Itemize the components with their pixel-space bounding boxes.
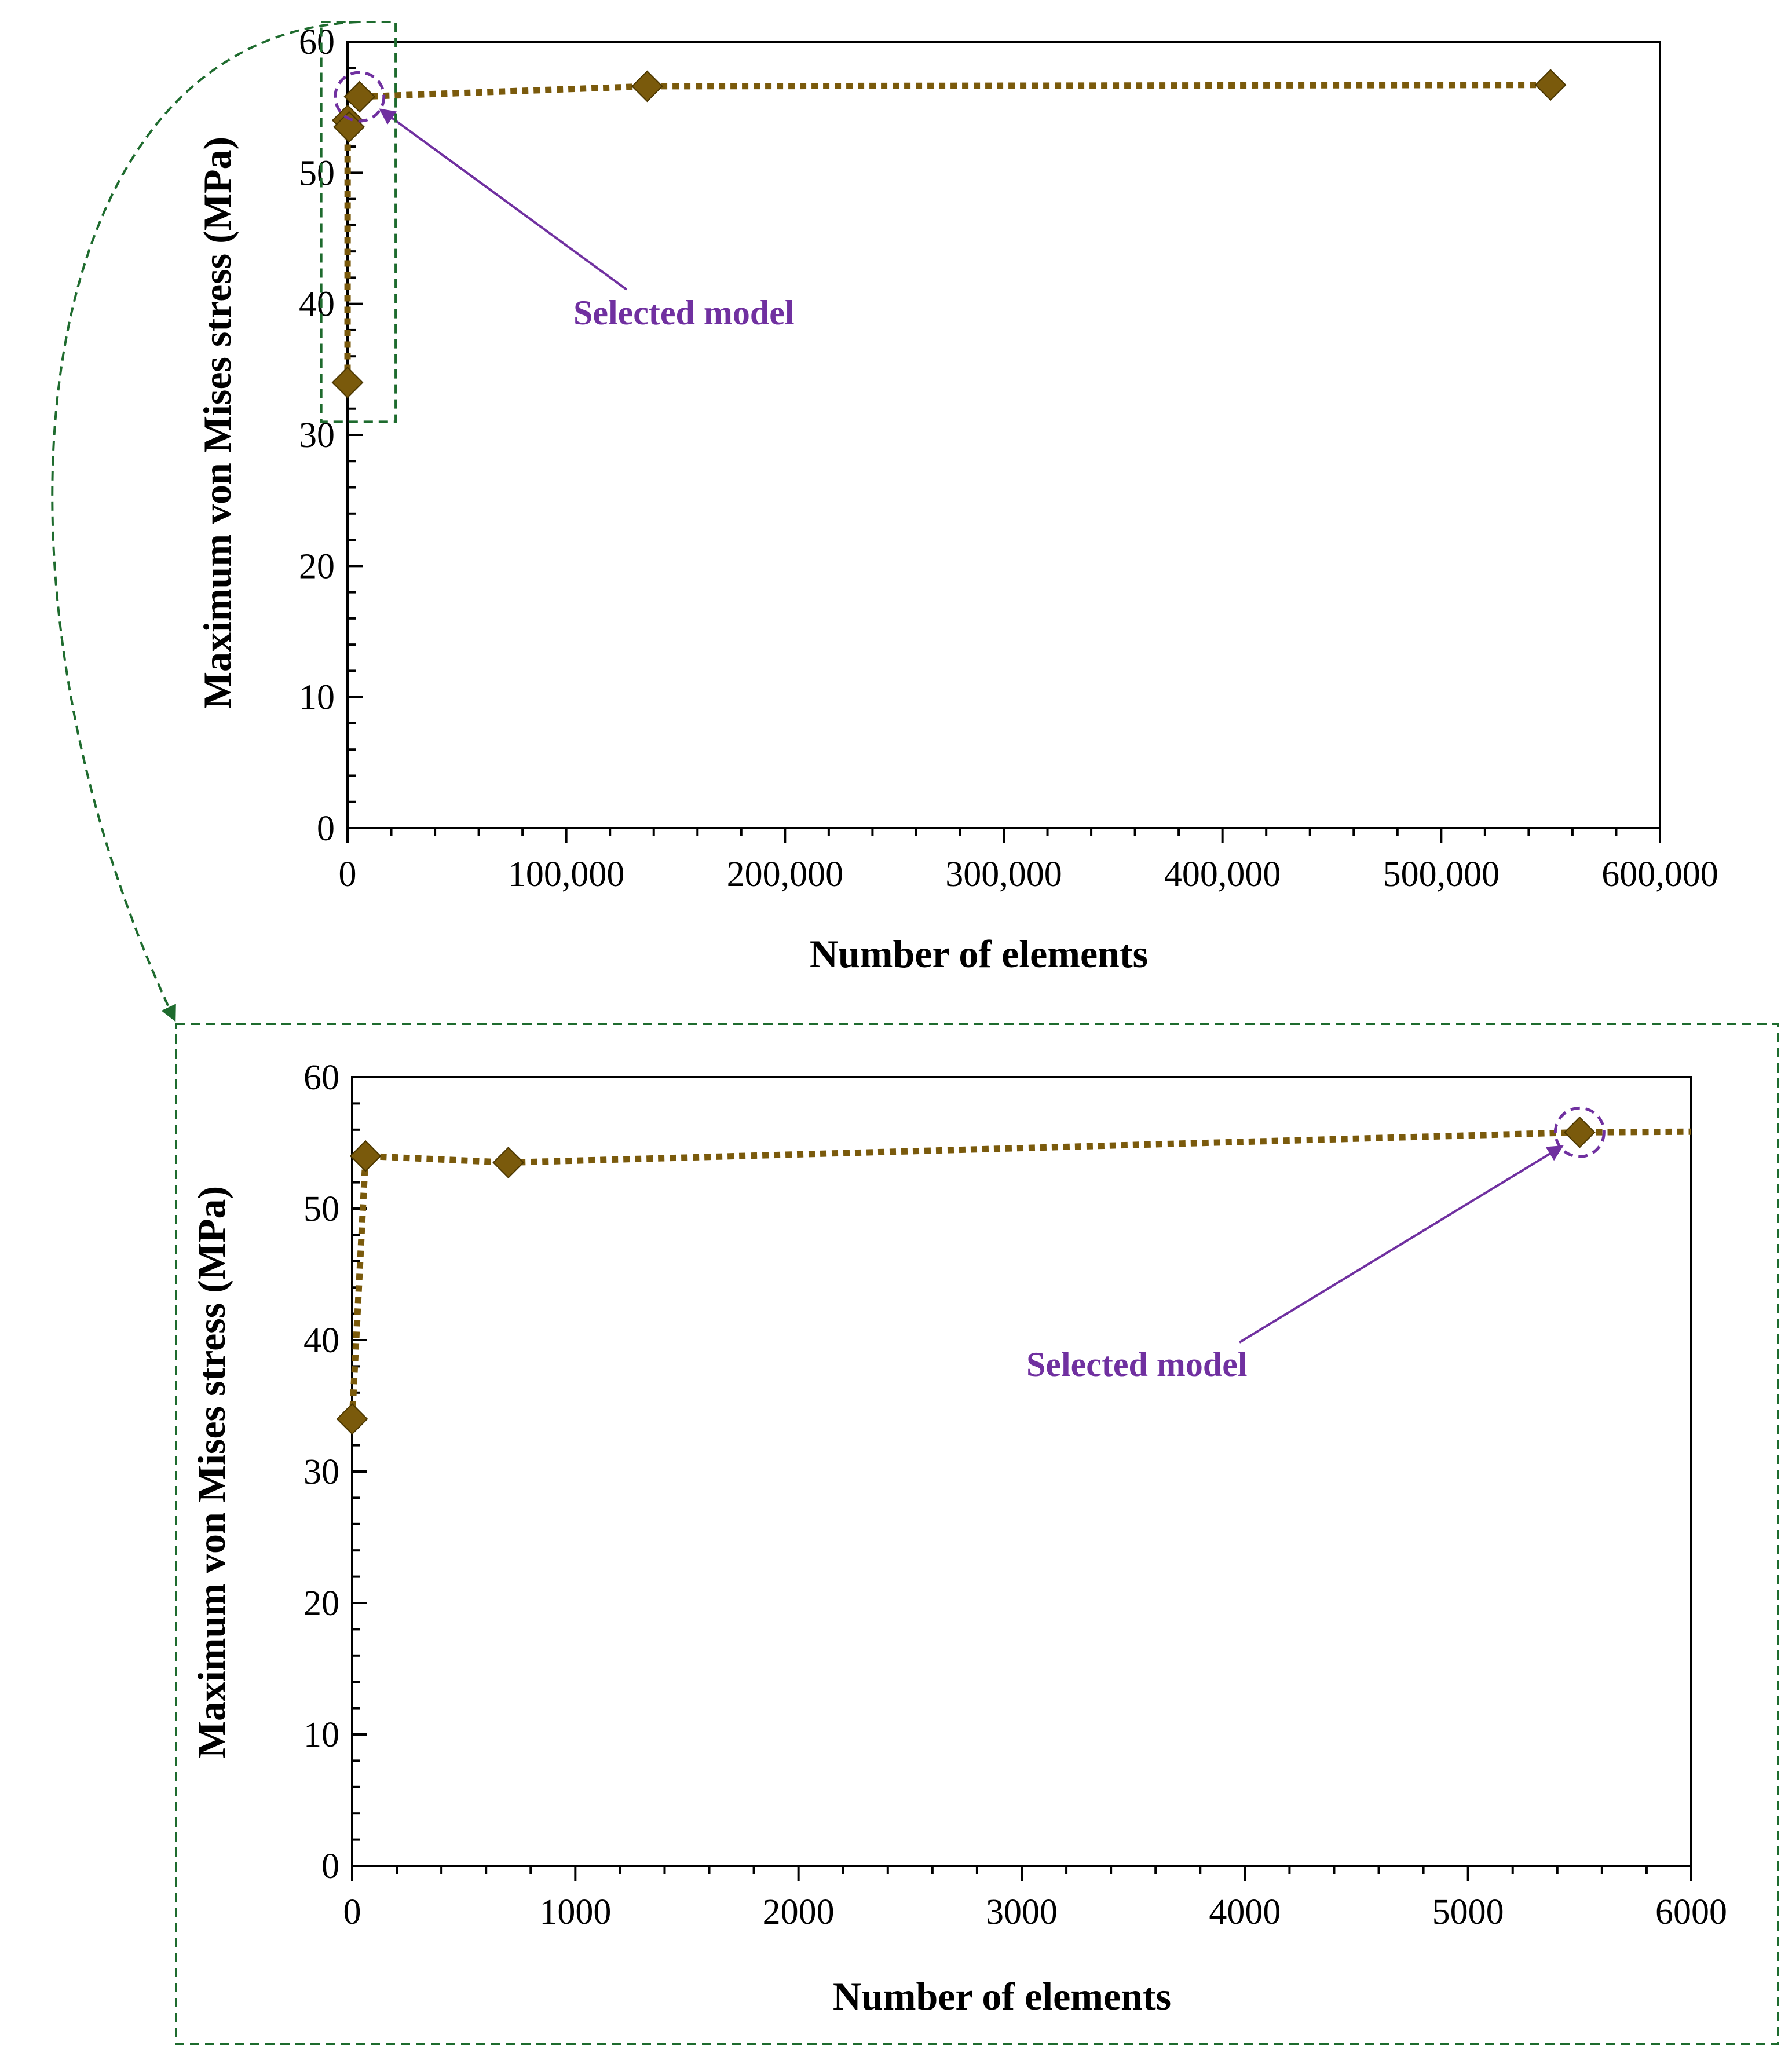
data-series [331, 69, 1567, 398]
x-tick-label: 400,000 [1164, 855, 1281, 894]
series-line [349, 1128, 1692, 1419]
y-tick-label: 30 [299, 416, 335, 455]
annotation-label: Selected model [573, 294, 795, 332]
annotation-group: Selected model [1026, 1106, 1606, 1383]
x-tick-label: 500,000 [1383, 855, 1500, 894]
y-tick-label: 40 [303, 1321, 339, 1360]
y-tick-label: 60 [299, 23, 335, 62]
data-point-marker [349, 1140, 382, 1172]
x-tick-label: 3000 [986, 1893, 1058, 1932]
annotation-label: Selected model [1026, 1345, 1248, 1383]
data-point-marker [336, 1403, 368, 1435]
y-tick-label: 0 [321, 1847, 339, 1886]
axes: 0 10 20 30 40 50 60 0 1000 2000 3000 4000 5000 6000 [303, 1058, 1727, 1932]
y-tick-label: 20 [303, 1584, 339, 1623]
annotation-arrow [379, 108, 628, 291]
plot-area-frame [351, 1076, 1692, 1867]
data-point-marker [331, 367, 364, 398]
data-point-marker [492, 1147, 525, 1178]
inset-frame [175, 1023, 1779, 2045]
y-tick-label: 50 [303, 1189, 339, 1229]
y-tick-label: 60 [303, 1058, 339, 1097]
top-chart: 0 10 20 30 40 50 60 0 100,000 200,000 300,000 400,0… [195, 23, 1718, 976]
x-tick-label: 100,000 [508, 855, 625, 894]
zoom-connector-arrow [51, 21, 359, 1022]
x-tick-label: 6000 [1655, 1893, 1727, 1932]
y-axis-title: Maximum von Mises stress (MPa) [189, 1186, 233, 1758]
axes: 0 10 20 30 40 50 60 0 100,000 200,000 300,000 400,0… [299, 23, 1718, 894]
series-line [344, 82, 1551, 383]
y-tick-label: 10 [303, 1715, 339, 1755]
selected-model-highlight-circle [334, 71, 386, 123]
y-tick-label: 30 [303, 1452, 339, 1492]
x-tick-label: 300,000 [945, 855, 1062, 894]
y-axis-title: Maximum von Mises stress (MPa) [195, 137, 239, 709]
data-point-marker [1563, 1116, 1596, 1148]
x-tick-label: 1000 [539, 1893, 611, 1932]
x-tick-label: 0 [339, 855, 357, 894]
bottom-chart: 0 10 20 30 40 50 60 0 1000 2000 3000 4000 5000 6000 S… [189, 1058, 1727, 2018]
x-axis-title: Number of elements [810, 932, 1148, 976]
y-tick-label: 0 [317, 809, 335, 848]
data-point-marker [343, 80, 376, 113]
x-tick-label: 200,000 [727, 855, 844, 894]
y-tick-label: 10 [299, 678, 335, 718]
annotation-group: Selected model [334, 71, 795, 332]
x-tick-label: 0 [343, 1893, 361, 1932]
x-tick-label: 4000 [1209, 1893, 1281, 1932]
x-tick-label: 600,000 [1601, 855, 1718, 894]
selected-model-highlight-circle [1553, 1106, 1606, 1158]
annotation-arrow [1238, 1145, 1564, 1344]
data-point-marker [1534, 69, 1567, 101]
data-point-marker [631, 70, 663, 103]
y-tick-label: 40 [299, 285, 335, 324]
zoom-indicator [51, 21, 397, 1022]
y-tick-label: 50 [299, 153, 335, 193]
x-tick-label: 5000 [1432, 1893, 1504, 1932]
plot-area-frame [346, 41, 1661, 829]
y-tick-label: 20 [299, 547, 335, 586]
data-series [336, 1116, 1692, 1435]
x-tick-label: 2000 [763, 1893, 835, 1932]
x-axis-title: Number of elements [833, 1974, 1171, 2018]
